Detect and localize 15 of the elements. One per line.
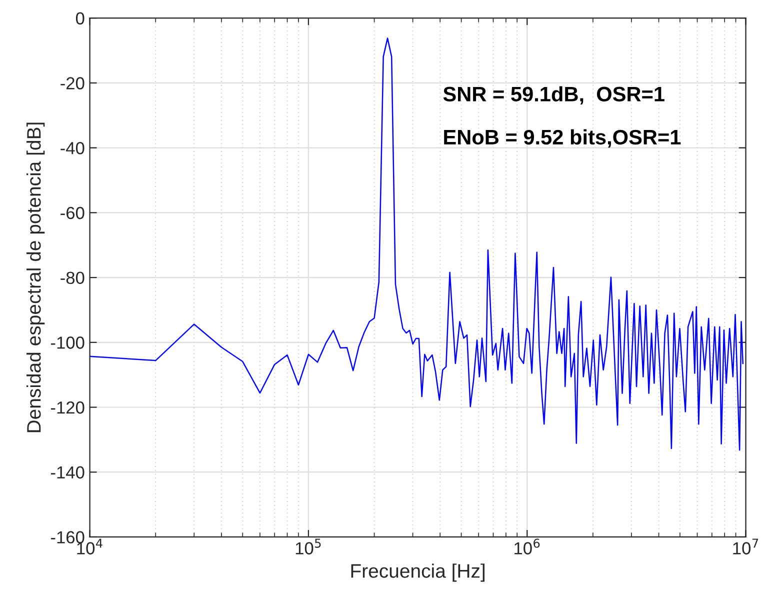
y-tick-label: -120	[50, 401, 84, 414]
y-tick-label: -20	[60, 77, 84, 90]
annotation: ENoB = 9.52 bits,OSR=1	[444, 129, 681, 148]
x-tick-label: 10$^{6}$	[514, 538, 540, 554]
y-tick-label: -60	[60, 206, 84, 220]
y-tick-label: 0	[76, 12, 84, 25]
x-axis-title: Frecuencia [Hz]	[351, 564, 484, 582]
y-tick-label: -140	[50, 466, 84, 479]
y-axis-title: Densidad espectral de potencia [dB]	[26, 122, 45, 432]
y-tick-label: -80	[60, 272, 84, 284]
annotation: SNR = 59.1dB, OSR=1	[443, 86, 664, 105]
x-tick-label: 10$^{7}$	[733, 538, 758, 554]
x-tick-label: 10$^{5}$	[296, 538, 321, 554]
y-tick-label: -40	[60, 142, 84, 154]
y-tick-label: -100	[50, 336, 84, 349]
